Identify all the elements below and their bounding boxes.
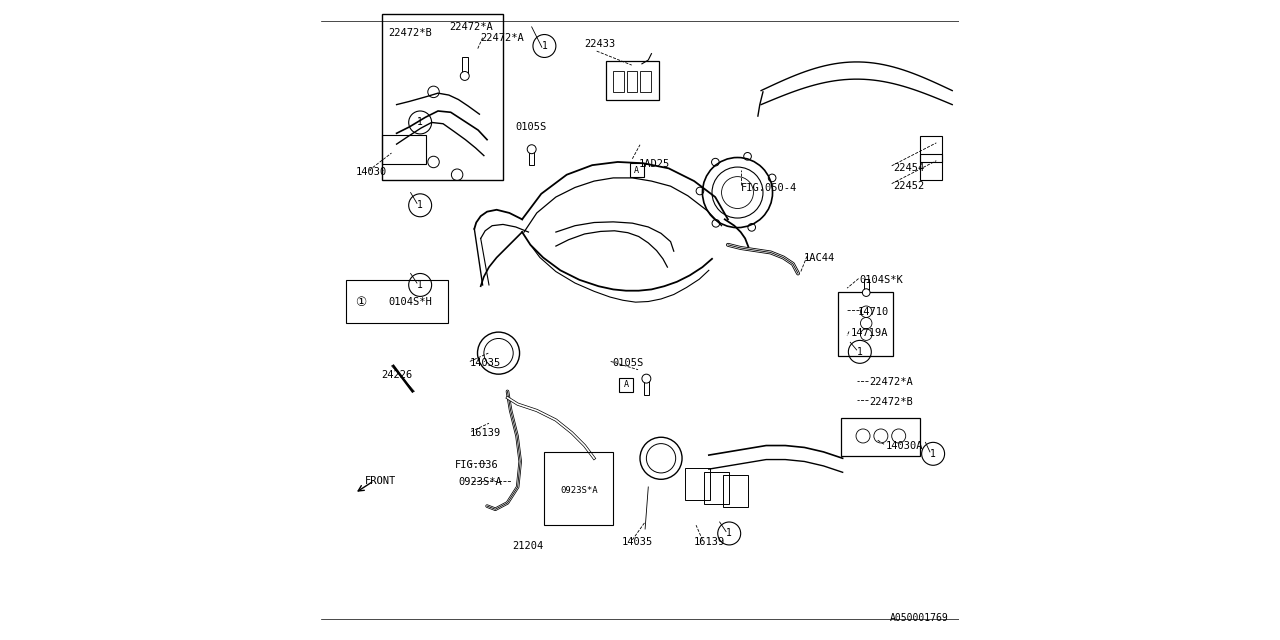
Circle shape <box>527 145 536 154</box>
Text: FIG.036: FIG.036 <box>456 460 499 470</box>
Text: 22472*B: 22472*B <box>388 28 433 38</box>
Text: 1AC44: 1AC44 <box>804 253 835 263</box>
Text: 22472*A: 22472*A <box>449 22 493 32</box>
Bar <box>620 378 634 392</box>
Text: 1: 1 <box>417 200 424 211</box>
Bar <box>864 278 869 292</box>
Text: 14035: 14035 <box>622 537 653 547</box>
Text: 1: 1 <box>417 280 424 290</box>
Text: 0104S*K: 0104S*K <box>860 275 904 285</box>
Text: 22454: 22454 <box>893 163 925 173</box>
Text: 14035: 14035 <box>470 358 500 369</box>
Text: 1: 1 <box>726 529 732 538</box>
Text: 16139: 16139 <box>470 428 500 438</box>
Text: 21204: 21204 <box>512 541 544 551</box>
Bar <box>613 72 625 92</box>
Text: 0923S*A: 0923S*A <box>458 477 502 488</box>
Text: FRONT: FRONT <box>365 476 396 486</box>
Bar <box>627 72 637 92</box>
Text: FIG.050-4: FIG.050-4 <box>741 183 797 193</box>
Text: 0105S: 0105S <box>612 358 644 369</box>
Text: 16139: 16139 <box>694 537 726 547</box>
Text: 14719A: 14719A <box>850 328 888 338</box>
Text: 1AD25: 1AD25 <box>639 159 669 169</box>
Text: 22472*A: 22472*A <box>869 377 913 387</box>
Bar <box>529 149 534 165</box>
Bar <box>723 475 749 507</box>
Bar <box>644 379 649 394</box>
Text: 0104S*H: 0104S*H <box>388 297 433 307</box>
Text: 14030A: 14030A <box>886 440 923 451</box>
Text: 0923S*A: 0923S*A <box>561 486 598 495</box>
Text: ①: ① <box>356 296 366 308</box>
Bar <box>544 452 613 525</box>
Bar <box>381 14 503 180</box>
Text: A: A <box>623 381 628 390</box>
Text: 22472*B: 22472*B <box>869 397 913 406</box>
Bar <box>685 468 710 500</box>
Circle shape <box>863 289 870 296</box>
Bar <box>462 57 468 76</box>
Text: 1: 1 <box>417 118 424 127</box>
Text: 22452: 22452 <box>893 181 925 191</box>
Bar <box>346 280 448 323</box>
Text: 1: 1 <box>931 449 936 459</box>
Bar <box>704 472 730 504</box>
Text: 0105S: 0105S <box>516 122 547 132</box>
Circle shape <box>461 72 470 81</box>
Text: A050001769: A050001769 <box>891 612 948 623</box>
Text: A: A <box>635 166 639 175</box>
Text: 1: 1 <box>856 347 863 357</box>
Bar <box>630 163 644 177</box>
Circle shape <box>641 374 650 383</box>
Bar <box>640 72 650 92</box>
Text: 22472*A: 22472*A <box>481 33 525 43</box>
Text: 1: 1 <box>541 41 548 51</box>
Text: 24226: 24226 <box>381 371 412 380</box>
Text: 22433: 22433 <box>584 39 616 49</box>
Text: 14030: 14030 <box>356 166 387 177</box>
Text: 14710: 14710 <box>858 307 890 317</box>
